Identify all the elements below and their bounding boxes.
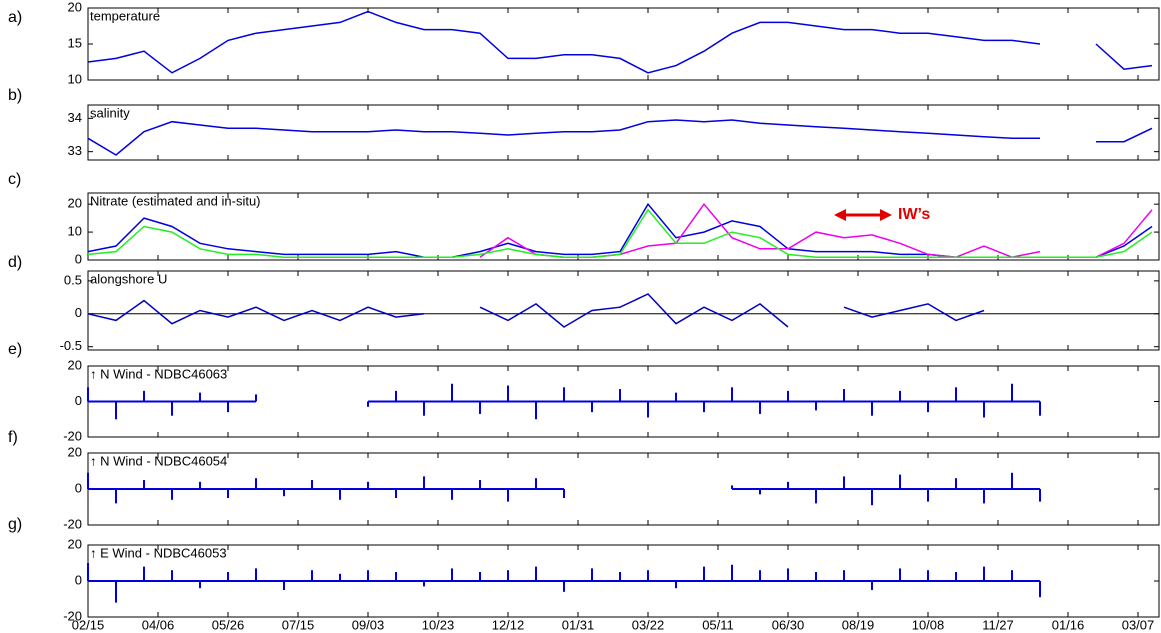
panel-title: Nitrate (estimated and in-situ) (90, 193, 261, 208)
axes-frame (87, 270, 1160, 351)
iw-arrow (834, 209, 892, 221)
x-tick-label: 05/26 (212, 617, 245, 632)
y-tick-label: -0.5 (60, 338, 82, 353)
panel: f) -20 0 20 ↑ N Wind - NDBC46054 (8, 429, 1160, 531)
panel-title: alongshore U (90, 271, 167, 286)
y-tick-label: 0 (75, 251, 82, 266)
y-tick-label: -20 (63, 516, 82, 531)
panel-label: f) (8, 429, 18, 446)
panel-title: temperature (90, 8, 160, 23)
panel: e) -20 0 20 ↑ N Wind - NDBC46063 (8, 341, 1160, 443)
series-line (87, 202, 1153, 258)
y-tick-label: -20 (63, 608, 82, 623)
y-tick-label: -20 (63, 428, 82, 443)
axes-frame (87, 192, 1160, 261)
y-tick-label: 33 (68, 143, 82, 158)
y-tick-label: 20 (68, 536, 82, 551)
panel-label: d) (8, 254, 22, 271)
panel-title: ↑ E Wind - NDBC46053 (90, 545, 227, 560)
x-tick-label: 01/31 (562, 617, 595, 632)
panel-title: salinity (90, 105, 130, 120)
axes-frame (87, 104, 1160, 161)
x-tick-label: 03/22 (632, 617, 665, 632)
y-tick-label: 0 (75, 305, 82, 320)
y-tick-label: 20 (68, 357, 82, 372)
x-tick-label: 03/07 (1122, 617, 1155, 632)
series-line (87, 10, 1153, 74)
panel-label: b) (8, 87, 22, 104)
panels: a) 10 15 20 temperature b) 33 34 salinity c) 0 10 20… (8, 0, 1160, 632)
x-tick-label: 04/06 (142, 617, 175, 632)
y-tick-label: 20 (68, 444, 82, 459)
panel: c) 0 10 20 Nitrate (estimated and in-situ) (8, 171, 1160, 266)
x-tick-label: 12/12 (492, 617, 525, 632)
y-tick-label: 10 (68, 71, 82, 86)
panel-label: c) (8, 171, 21, 188)
series-line (479, 202, 1153, 258)
x-tick-label: 08/19 (842, 617, 875, 632)
panel-label: e) (8, 341, 22, 358)
y-tick-label: 0 (75, 480, 82, 495)
series-line (87, 208, 1153, 258)
y-tick-label: 0 (75, 572, 82, 587)
y-tick-label: 15 (68, 35, 82, 50)
panel: a) 10 15 20 temperature (8, 0, 1160, 86)
panel: d) -0.5 0 0.5 alongshore U (8, 254, 1160, 353)
y-tick-label: 34 (68, 110, 82, 125)
x-tick-label: 01/16 (1052, 617, 1085, 632)
series-line (87, 119, 1153, 156)
panel-label: a) (8, 9, 22, 26)
x-tick-label: 10/08 (912, 617, 945, 632)
x-tick-label: 05/11 (702, 617, 734, 632)
panel-title: ↑ N Wind - NDBC46054 (90, 453, 227, 468)
x-tick-label: 02/15 (72, 617, 105, 632)
panel-title: ↑ N Wind - NDBC46063 (90, 366, 227, 381)
y-tick-label: 0 (75, 393, 82, 408)
x-tick-label: 06/30 (772, 617, 805, 632)
y-tick-label: 20 (68, 0, 82, 14)
panel-label: g) (8, 516, 22, 533)
panel: g) -20 0 20 02/15 04/06 05/26 07/15 09/03 10/23 12… (8, 516, 1160, 632)
panel: b) 33 34 salinity (8, 87, 1160, 161)
x-tick-label: 11/27 (982, 617, 1014, 632)
x-tick-label: 09/03 (352, 617, 385, 632)
y-tick-label: 20 (68, 196, 82, 211)
axes-frame (87, 7, 1160, 81)
series-line (87, 293, 985, 328)
y-tick-label: 0.5 (64, 272, 82, 287)
x-tick-label: 10/23 (422, 617, 455, 632)
arrow-head (880, 209, 892, 221)
arrow-head (834, 209, 846, 221)
annotation: IW’s (898, 206, 930, 223)
y-tick-label: 10 (68, 224, 82, 239)
x-tick-label: 07/15 (282, 617, 315, 632)
